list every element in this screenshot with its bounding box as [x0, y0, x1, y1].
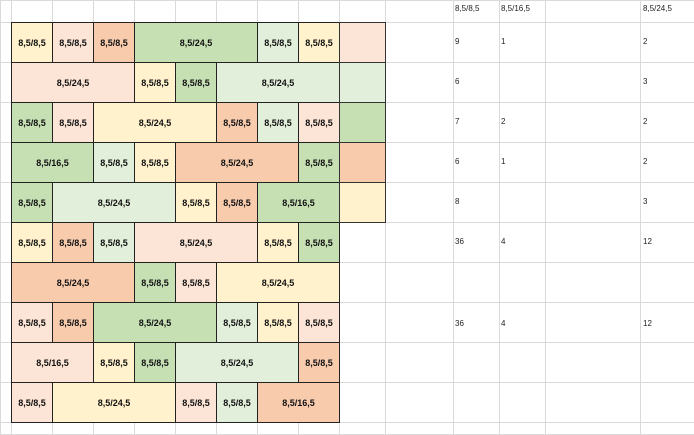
tile-8-5-8-5[interactable]: 8,5/8,5 [175, 182, 217, 223]
count-header: 8,5/8,5 [455, 4, 480, 13]
count-value: 7 [455, 117, 460, 126]
tile-8-5-8-5[interactable]: 8,5/8,5 [134, 142, 176, 183]
tile-8-5-8-5[interactable]: 8,5/8,5 [93, 342, 135, 383]
tile-8-5-16-5[interactable]: 8,5/16,5 [11, 342, 94, 383]
tile-8-5-8-5[interactable]: 8,5/8,5 [298, 102, 340, 143]
gridline-vertical [640, 0, 641, 434]
gridline-horizontal [0, 262, 694, 263]
tile-8-5-8-5[interactable]: 8,5/8,5 [134, 62, 176, 103]
gridline-horizontal [0, 0, 694, 1]
tile-8-5-8-5[interactable]: 8,5/8,5 [298, 142, 340, 183]
tile-8-5-8-5[interactable]: 8,5/8,5 [298, 342, 340, 383]
tile-8-5-8-5[interactable]: 8,5/8,5 [11, 102, 53, 143]
count-total: 4 [501, 237, 506, 246]
gridline-vertical [545, 0, 546, 434]
count-value: 6 [455, 157, 460, 166]
tile-8-5-8-5[interactable]: 8,5/8,5 [175, 62, 217, 103]
color-swatch-pink [339, 22, 386, 63]
tile-8-5-8-5[interactable]: 8,5/8,5 [298, 22, 340, 63]
tile-8-5-8-5[interactable]: 8,5/8,5 [298, 222, 340, 263]
tile-8-5-8-5[interactable]: 8,5/8,5 [52, 22, 94, 63]
tile-8-5-8-5[interactable]: 8,5/8,5 [11, 182, 53, 223]
gridline-horizontal [0, 382, 694, 383]
tile-8-5-8-5[interactable]: 8,5/8,5 [216, 182, 258, 223]
count-total-repeat: 36 [455, 319, 464, 328]
gridline-horizontal [0, 302, 694, 303]
tile-8-5-8-5[interactable]: 8,5/8,5 [93, 22, 135, 63]
tile-8-5-8-5[interactable]: 8,5/8,5 [93, 222, 135, 263]
count-value: 2 [501, 117, 506, 126]
count-value: 6 [455, 77, 460, 86]
tile-8-5-24-5[interactable]: 8,5/24,5 [175, 342, 299, 383]
tile-8-5-8-5[interactable]: 8,5/8,5 [216, 302, 258, 343]
count-value: 2 [643, 37, 648, 46]
gridline-vertical [453, 0, 454, 434]
tile-8-5-24-5[interactable]: 8,5/24,5 [93, 302, 217, 343]
count-value: 3 [643, 197, 648, 206]
tile-8-5-8-5[interactable]: 8,5/8,5 [216, 382, 258, 423]
tile-8-5-8-5[interactable]: 8,5/8,5 [52, 302, 94, 343]
count-value: 8 [455, 197, 460, 206]
tile-8-5-8-5[interactable]: 8,5/8,5 [257, 302, 299, 343]
tile-8-5-8-5[interactable]: 8,5/8,5 [175, 382, 217, 423]
tile-8-5-8-5[interactable]: 8,5/8,5 [298, 302, 340, 343]
tile-8-5-8-5[interactable]: 8,5/8,5 [52, 102, 94, 143]
tile-8-5-8-5[interactable]: 8,5/8,5 [134, 262, 176, 303]
tile-8-5-24-5[interactable]: 8,5/24,5 [134, 22, 258, 63]
gridline-horizontal [0, 422, 694, 423]
tile-8-5-16-5[interactable]: 8,5/16,5 [257, 382, 340, 423]
count-total-repeat: 4 [501, 319, 506, 328]
count-header: 8,5/24,5 [643, 4, 672, 13]
tile-8-5-24-5[interactable]: 8,5/24,5 [52, 382, 176, 423]
count-header: 8,5/16,5 [501, 4, 530, 13]
tile-8-5-8-5[interactable]: 8,5/8,5 [257, 102, 299, 143]
tile-8-5-8-5[interactable]: 8,5/8,5 [257, 222, 299, 263]
tile-8-5-8-5[interactable]: 8,5/8,5 [52, 222, 94, 263]
gridline-horizontal [0, 342, 694, 343]
tile-8-5-24-5[interactable]: 8,5/24,5 [11, 262, 135, 303]
count-total-repeat: 12 [643, 319, 652, 328]
count-value: 1 [501, 157, 506, 166]
count-total: 36 [455, 237, 464, 246]
color-swatch-green [339, 102, 386, 143]
tile-8-5-8-5[interactable]: 8,5/8,5 [175, 262, 217, 303]
tile-8-5-8-5[interactable]: 8,5/8,5 [134, 342, 176, 383]
tile-8-5-24-5[interactable]: 8,5/24,5 [216, 262, 340, 303]
tile-8-5-24-5[interactable]: 8,5/24,5 [52, 182, 176, 223]
gridline-vertical [0, 0, 1, 434]
count-value: 1 [501, 37, 506, 46]
tile-8-5-16-5[interactable]: 8,5/16,5 [257, 182, 340, 223]
tile-8-5-8-5[interactable]: 8,5/8,5 [11, 382, 53, 423]
count-value: 3 [643, 77, 648, 86]
tile-8-5-8-5[interactable]: 8,5/8,5 [11, 22, 53, 63]
tile-8-5-16-5[interactable]: 8,5/16,5 [11, 142, 94, 183]
tile-8-5-24-5[interactable]: 8,5/24,5 [11, 62, 135, 103]
tile-8-5-8-5[interactable]: 8,5/8,5 [257, 22, 299, 63]
tile-8-5-24-5[interactable]: 8,5/24,5 [93, 102, 217, 143]
count-total: 12 [643, 237, 652, 246]
tile-8-5-24-5[interactable]: 8,5/24,5 [134, 222, 258, 263]
tile-8-5-24-5[interactable]: 8,5/24,5 [175, 142, 299, 183]
color-swatch-light-green [339, 62, 386, 103]
color-swatch-orange [339, 142, 386, 183]
tile-8-5-8-5[interactable]: 8,5/8,5 [11, 302, 53, 343]
gridline-vertical [499, 0, 500, 434]
tile-8-5-24-5[interactable]: 8,5/24,5 [216, 62, 340, 103]
count-value: 2 [643, 157, 648, 166]
count-value: 2 [643, 117, 648, 126]
tile-8-5-8-5[interactable]: 8,5/8,5 [216, 102, 258, 143]
count-value: 9 [455, 37, 460, 46]
tile-8-5-8-5[interactable]: 8,5/8,5 [93, 142, 135, 183]
tile-8-5-8-5[interactable]: 8,5/8,5 [11, 222, 53, 263]
color-swatch-yellow [339, 182, 386, 223]
